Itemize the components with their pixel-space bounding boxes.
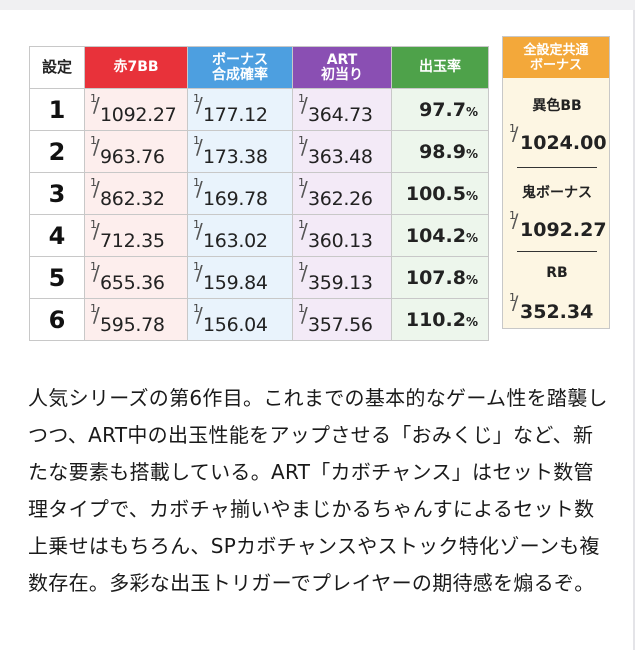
scroll-edge (633, 10, 635, 650)
divider (517, 167, 597, 168)
percent-sign: % (465, 272, 478, 287)
cell-payout: 110.2% (391, 298, 489, 341)
payout-value: 97.7 (419, 98, 466, 121)
cell-red7bb: 1 / 963.76 (84, 130, 188, 173)
common-label-oni-bonus: 鬼ボーナス (522, 185, 592, 201)
cell-art-first-hit: 1 / 360.13 (292, 214, 392, 257)
table-row: 4 1 / 712.35 1 / 163.02 1 / 360.13 104.2… (29, 214, 489, 257)
common-label-rb: RB (546, 265, 568, 281)
cell-payout: 100.5% (391, 172, 489, 215)
header-art-line2: 初当り (321, 66, 363, 83)
percent-sign: % (465, 146, 478, 161)
header-bonus-probability: ボーナス 合成確率 (187, 46, 293, 89)
common-header-line1: 全設定共通 (523, 42, 589, 58)
cell-red7bb: 1 / 862.32 (84, 172, 188, 215)
common-value-rb: 1 / 352.34 (509, 291, 594, 323)
cell-setting: 6 (29, 298, 85, 341)
cell-setting: 2 (29, 130, 85, 173)
cell-art-first-hit: 1 / 359.13 (292, 256, 392, 299)
cell-payout: 97.7% (391, 88, 489, 131)
cell-bonus-probability: 1 / 163.02 (187, 214, 293, 257)
table-header-row: 設定 赤7BB ボーナス 合成確率 ART 初当り 出玉率 (29, 46, 489, 89)
cell-bonus-probability: 1 / 159.84 (187, 256, 293, 299)
cell-setting: 1 (29, 88, 85, 131)
percent-sign: % (465, 230, 478, 245)
payout-value: 98.9 (419, 140, 466, 163)
common-value-oni-bonus: 1 / 1092.27 (509, 209, 607, 241)
cell-red7bb: 1 / 712.35 (84, 214, 188, 257)
divider (517, 251, 597, 252)
cell-red7bb: 1 / 595.78 (84, 298, 188, 341)
cell-payout: 98.9% (391, 130, 489, 173)
cell-bonus-probability: 1 / 173.38 (187, 130, 293, 173)
table-row: 5 1 / 655.36 1 / 159.84 1 / 359.13 107.8… (29, 256, 489, 299)
description-paragraph: 人気シリーズの第6作目。これまでの基本的なゲーム性を踏襲しつつ、ART中の出玉性… (28, 386, 608, 595)
cell-bonus-probability: 1 / 156.04 (187, 298, 293, 341)
cell-payout: 104.2% (391, 214, 489, 257)
table-row: 1 1 / 1092.27 1 / 177.12 1 / 364.73 97.7… (29, 88, 489, 131)
cell-bonus-probability: 1 / 169.78 (187, 172, 293, 215)
top-bar (0, 0, 635, 10)
common-label-ishoku-bb: 異色BB (532, 98, 582, 114)
spec-table: 設定 赤7BB ボーナス 合成確率 ART 初当り 出玉率 1 1 / 1092… (29, 46, 489, 341)
cell-setting: 4 (29, 214, 85, 257)
header-bonus-line2: 合成確率 (212, 66, 268, 83)
percent-sign: % (465, 314, 478, 329)
article-page: 設定 赤7BB ボーナス 合成確率 ART 初当り 出玉率 1 1 / 1092… (0, 10, 635, 650)
header-bonus-line1: ボーナス (212, 51, 268, 68)
payout-value: 104.2 (405, 224, 466, 247)
cell-bonus-probability: 1 / 177.12 (187, 88, 293, 131)
header-setting: 設定 (29, 46, 85, 89)
cell-art-first-hit: 1 / 364.73 (292, 88, 392, 131)
header-red7bb: 赤7BB (84, 46, 188, 89)
payout-value: 107.8 (405, 266, 466, 289)
payout-value: 110.2 (405, 308, 466, 331)
header-art-line1: ART (326, 51, 358, 68)
table-row: 3 1 / 862.32 1 / 169.78 1 / 362.26 100.5… (29, 172, 489, 215)
percent-sign: % (465, 188, 478, 203)
common-value-ishoku-bb: 1 / 1024.00 (509, 122, 607, 154)
header-payout: 出玉率 (391, 46, 489, 89)
table-row: 2 1 / 963.76 1 / 173.38 1 / 363.48 98.9% (29, 130, 489, 173)
payout-value: 100.5 (405, 182, 466, 205)
cell-setting: 3 (29, 172, 85, 215)
common-bonus-header: 全設定共通 ボーナス (503, 37, 609, 78)
cell-payout: 107.8% (391, 256, 489, 299)
cell-red7bb: 1 / 1092.27 (84, 88, 188, 131)
table-row: 6 1 / 595.78 1 / 156.04 1 / 357.56 110.2… (29, 298, 489, 341)
cell-art-first-hit: 1 / 363.48 (292, 130, 392, 173)
common-bonus-panel: 全設定共通 ボーナス 異色BB 1 / 1024.00 鬼ボーナス 1 / 10… (502, 36, 610, 329)
cell-art-first-hit: 1 / 362.26 (292, 172, 392, 215)
header-art-first-hit: ART 初当り (292, 46, 392, 89)
cell-red7bb: 1 / 655.36 (84, 256, 188, 299)
cell-setting: 5 (29, 256, 85, 299)
cell-art-first-hit: 1 / 357.56 (292, 298, 392, 341)
percent-sign: % (465, 104, 478, 119)
common-header-line2: ボーナス (529, 57, 582, 73)
